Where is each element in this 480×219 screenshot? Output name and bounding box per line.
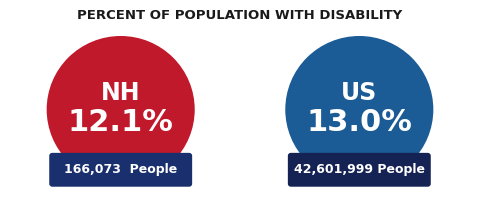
Text: 166,073  People: 166,073 People bbox=[64, 163, 177, 176]
Text: NH: NH bbox=[101, 81, 141, 105]
FancyBboxPatch shape bbox=[288, 153, 431, 187]
FancyBboxPatch shape bbox=[49, 153, 192, 187]
Text: US: US bbox=[341, 81, 377, 105]
Text: 13.0%: 13.0% bbox=[306, 108, 412, 137]
Circle shape bbox=[47, 36, 195, 183]
Circle shape bbox=[285, 36, 433, 183]
Text: 42,601,999 People: 42,601,999 People bbox=[294, 163, 425, 176]
Text: PERCENT OF POPULATION WITH DISABILITY: PERCENT OF POPULATION WITH DISABILITY bbox=[77, 9, 403, 22]
Text: 12.1%: 12.1% bbox=[68, 108, 174, 137]
